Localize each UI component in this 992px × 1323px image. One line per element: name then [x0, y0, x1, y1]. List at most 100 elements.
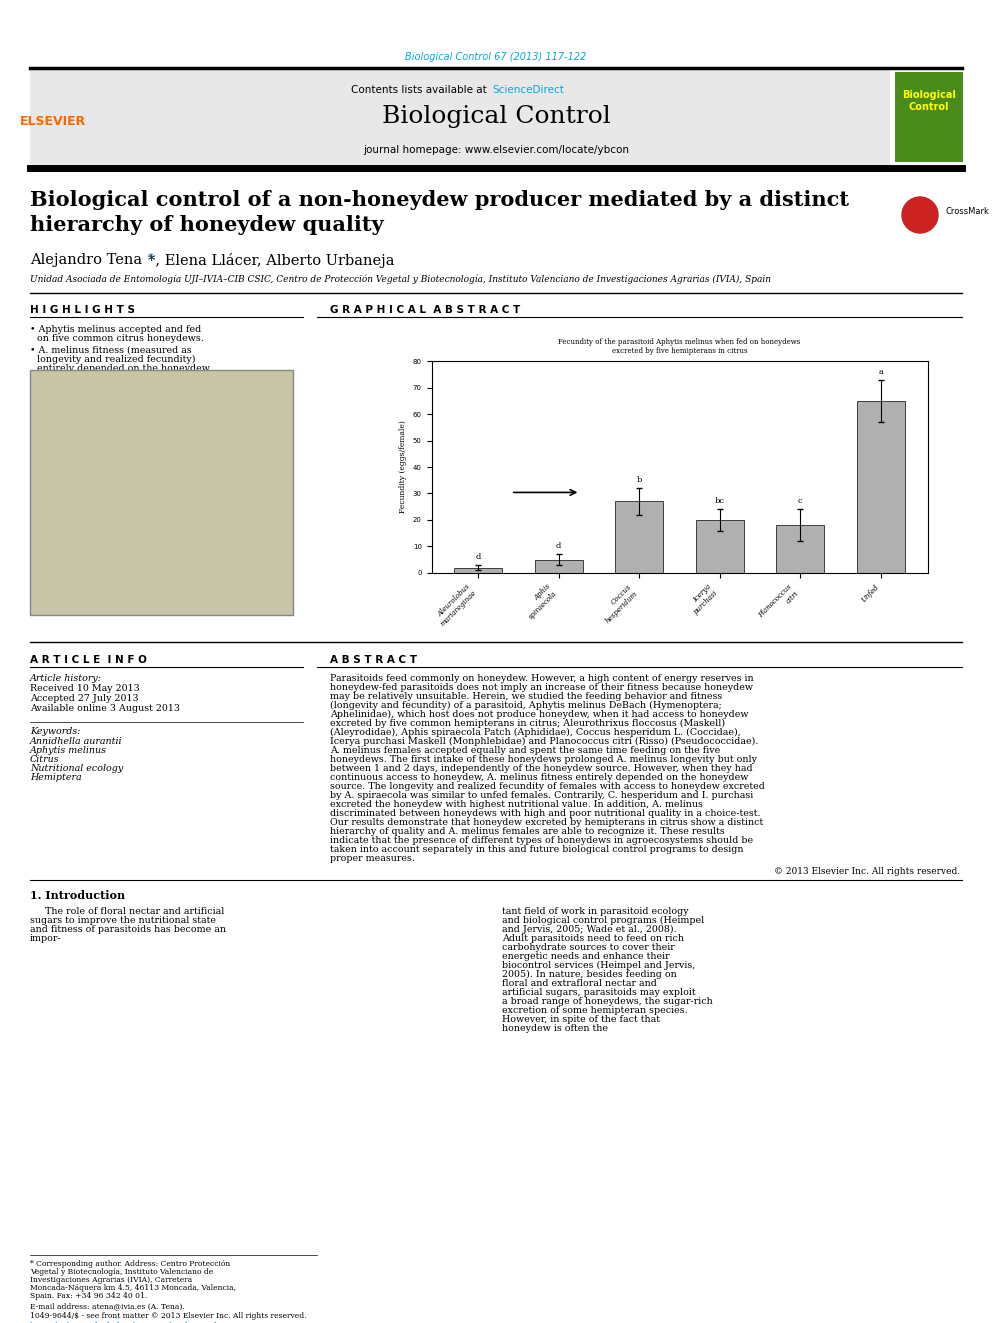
Text: honeydew is often the: honeydew is often the: [502, 1024, 608, 1033]
Text: source. The longevity and realized fecundity of females with access to honeydew : source. The longevity and realized fecun…: [330, 782, 765, 791]
Text: A. melinus females accepted equally and spent the same time feeding on the five: A. melinus females accepted equally and …: [330, 746, 720, 755]
Text: Contents lists available at: Contents lists available at: [351, 85, 490, 95]
Text: on five common citrus honeydews.: on five common citrus honeydews.: [37, 333, 203, 343]
Bar: [695, 520, 744, 573]
Text: A B S T R A C T: A B S T R A C T: [330, 655, 417, 665]
Text: excreted the honeydew with highest nutritional value. In addition, A. melinus: excreted the honeydew with highest nutri…: [330, 800, 703, 808]
Text: be considered in biological control: be considered in biological control: [37, 433, 204, 442]
Text: and Jervis, 2005; Wade et al., 2008).: and Jervis, 2005; Wade et al., 2008).: [502, 925, 677, 934]
Text: Article history:: Article history:: [30, 673, 102, 683]
Text: Aphytis melinus: Aphytis melinus: [30, 746, 107, 755]
Bar: [30, 70, 890, 165]
Text: Icerya purchasi Maskell (Monphlebidae) and Planococcus citri (Risso) (Pseudococc: Icerya purchasi Maskell (Monphlebidae) a…: [330, 737, 758, 746]
Text: indicate that the presence of different types of honeydews in agroecosystems sho: indicate that the presence of different …: [330, 836, 753, 845]
Text: Vegetal y Biotecnología, Instituto Valenciano de: Vegetal y Biotecnología, Instituto Valen…: [30, 1267, 213, 1275]
Text: discriminated between honeydews with high and poor nutritional quality in a choi: discriminated between honeydews with hig…: [330, 808, 761, 818]
Bar: [895, 71, 963, 161]
Text: hierarchy of quality and A. melinus females are able to recognize it. These resu: hierarchy of quality and A. melinus fema…: [330, 827, 725, 836]
Text: Biological control of a non-honeydew producer mediated by a distinct
hierarchy o: Biological control of a non-honeydew pro…: [30, 191, 849, 234]
Bar: [857, 401, 905, 573]
Text: taken into account separately in this and future biological control programs to : taken into account separately in this an…: [330, 845, 743, 855]
Title: Fecundity of the parasitoid Aphytis melinus when fed on honeydews
excreted by fi: Fecundity of the parasitoid Aphytis meli…: [558, 337, 801, 355]
Text: Accepted 27 July 2013: Accepted 27 July 2013: [30, 695, 139, 703]
Text: * Corresponding author. Address: Centro Protección: * Corresponding author. Address: Centro …: [30, 1259, 230, 1267]
Text: • A. melinus fitness (measured as: • A. melinus fitness (measured as: [30, 347, 191, 355]
Text: • A. melinus discriminated between: • A. melinus discriminated between: [30, 385, 202, 394]
Text: Our results demonstrate that honeydew excreted by hemipterans in citrus show a d: Our results demonstrate that honeydew ex…: [330, 818, 763, 827]
Bar: [615, 501, 664, 573]
Text: proper measures.: proper measures.: [330, 855, 415, 863]
Text: tant field of work in parasitoid ecology: tant field of work in parasitoid ecology: [502, 908, 688, 916]
Text: Hemiptera: Hemiptera: [30, 773, 81, 782]
Text: Keywords:: Keywords:: [30, 728, 80, 736]
Text: honeydew-fed parasitoids does not imply an increase of their fitness because hon: honeydew-fed parasitoids does not imply …: [330, 683, 753, 692]
Text: a: a: [878, 368, 883, 376]
Text: d: d: [557, 542, 561, 550]
Bar: [776, 525, 824, 573]
Text: CrossMark: CrossMark: [945, 206, 989, 216]
Text: b: b: [637, 476, 642, 484]
Text: Investigaciones Agrarias (IVIA), Carretera: Investigaciones Agrarias (IVIA), Carrete…: [30, 1275, 192, 1285]
Bar: [535, 560, 583, 573]
Text: *, Elena Llácer, Alberto Urbaneja: *, Elena Llácer, Alberto Urbaneja: [148, 253, 395, 269]
Text: excreted by five common hemipterans in citrus; Aleurothrixus floccosus (Maskell): excreted by five common hemipterans in c…: [330, 718, 725, 728]
Text: Biological
Control: Biological Control: [902, 90, 956, 112]
Text: honeydews. The first intake of these honeydews prolonged A. melinus longevity bu: honeydews. The first intake of these hon…: [330, 755, 757, 763]
Text: sugars to improve the nutritional state: sugars to improve the nutritional state: [30, 916, 216, 925]
Text: Biological Control: Biological Control: [382, 105, 610, 128]
Text: impor-: impor-: [30, 934, 62, 943]
Text: Moncada-Náquera km 4.5, 46113 Moncada, Valencia,: Moncada-Náquera km 4.5, 46113 Moncada, V…: [30, 1285, 236, 1293]
Text: A R T I C L E  I N F O: A R T I C L E I N F O: [30, 655, 147, 665]
Text: by A. spiraecola was similar to unfed females. Contrarily, C. hesperidum and I. : by A. spiraecola was similar to unfed fe…: [330, 791, 753, 800]
Text: longevity and realized fecundity): longevity and realized fecundity): [37, 355, 195, 364]
Text: continuous access to honeydew, A. melinus fitness entirely depended on the honey: continuous access to honeydew, A. melinu…: [330, 773, 748, 782]
Circle shape: [902, 197, 938, 233]
Text: Adult parasitoids need to feed on rich: Adult parasitoids need to feed on rich: [502, 934, 684, 943]
Text: honeydews in agroecosystems should: honeydews in agroecosystems should: [37, 423, 218, 433]
Text: 1. Introduction: 1. Introduction: [30, 890, 125, 901]
Text: G R A P H I C A L  A B S T R A C T: G R A P H I C A L A B S T R A C T: [330, 306, 520, 315]
Text: between 1 and 2 days, independently of the honeydew source. However, when they h: between 1 and 2 days, independently of t…: [330, 763, 753, 773]
Text: Biological Control 67 (2013) 117-122: Biological Control 67 (2013) 117-122: [406, 52, 586, 62]
Text: c: c: [798, 497, 803, 505]
Text: 2005). In nature, besides feeding on: 2005). In nature, besides feeding on: [502, 970, 677, 979]
Text: source.: source.: [37, 373, 72, 382]
Text: x: x: [914, 205, 927, 225]
Text: entirely depended on the honeydew: entirely depended on the honeydew: [37, 364, 210, 373]
Text: Available online 3 August 2013: Available online 3 August 2013: [30, 704, 180, 713]
Text: 1049-9644/$ - see front matter © 2013 Elsevier Inc. All rights reserved.: 1049-9644/$ - see front matter © 2013 El…: [30, 1312, 307, 1320]
Text: carbohydrate sources to cover their: carbohydrate sources to cover their: [502, 943, 675, 953]
Text: programs.: programs.: [37, 442, 86, 451]
Text: © 2013 Elsevier Inc. All rights reserved.: © 2013 Elsevier Inc. All rights reserved…: [774, 867, 960, 876]
Text: ScienceDirect: ScienceDirect: [492, 85, 563, 95]
Bar: [454, 568, 502, 573]
Text: E-mail address: atena@ivia.es (A. Tena).: E-mail address: atena@ivia.es (A. Tena).: [30, 1302, 185, 1310]
Text: Nutritional ecology: Nutritional ecology: [30, 763, 123, 773]
Text: (Aleyrodidae), Aphis spiraecola Patch (Aphididae), Coccus hesperidum L. (Coccida: (Aleyrodidae), Aphis spiraecola Patch (A…: [330, 728, 741, 737]
Text: nutritional quality.: nutritional quality.: [37, 404, 126, 411]
Text: biocontrol services (Heimpel and Jervis,: biocontrol services (Heimpel and Jervis,: [502, 960, 695, 970]
Text: However, in spite of the fact that: However, in spite of the fact that: [502, 1015, 660, 1024]
Text: a broad range of honeydews, the sugar-rich: a broad range of honeydews, the sugar-ri…: [502, 998, 712, 1005]
Text: *: *: [148, 253, 154, 263]
Text: H I G H L I G H T S: H I G H L I G H T S: [30, 306, 135, 315]
Text: Unidad Asociada de Entomología UJI–IVIA–CIB CSIC, Centro de Protección Vegetal y: Unidad Asociada de Entomología UJI–IVIA–…: [30, 275, 771, 284]
Text: ELSEVIER: ELSEVIER: [20, 115, 86, 128]
Text: Aphelinidae), which host does not produce honeydew, when it had access to honeyd: Aphelinidae), which host does not produc…: [330, 710, 749, 720]
Text: The role of floral nectar and artificial: The role of floral nectar and artificial: [45, 908, 224, 916]
Text: and fitness of parasitoids has become an: and fitness of parasitoids has become an: [30, 925, 226, 934]
Text: and biological control programs (Heimpel: and biological control programs (Heimpel: [502, 916, 704, 925]
Text: • Aphytis melinus accepted and fed: • Aphytis melinus accepted and fed: [30, 325, 201, 333]
Text: floral and extrafloral nectar and: floral and extrafloral nectar and: [502, 979, 657, 988]
Text: Received 10 May 2013: Received 10 May 2013: [30, 684, 140, 693]
Text: bc: bc: [715, 497, 725, 505]
Text: artificial sugars, parasitoids may exploit: artificial sugars, parasitoids may explo…: [502, 988, 695, 998]
Text: (longevity and fecundity) of a parasitoid, Aphytis melinus DeBach (Hymenoptera;: (longevity and fecundity) of a parasitoi…: [330, 701, 722, 710]
Text: energetic needs and enhance their: energetic needs and enhance their: [502, 953, 670, 960]
Text: excretion of some hemipteran species.: excretion of some hemipteran species.: [502, 1005, 687, 1015]
Text: Alejandro Tena: Alejandro Tena: [30, 253, 147, 267]
Text: • The presence of different: • The presence of different: [30, 415, 161, 423]
Text: Annidhella aurantii: Annidhella aurantii: [30, 737, 122, 746]
Y-axis label: Fecundity (eggs/female): Fecundity (eggs/female): [399, 421, 408, 513]
Text: honeydews with high and poor: honeydews with high and poor: [37, 394, 186, 404]
